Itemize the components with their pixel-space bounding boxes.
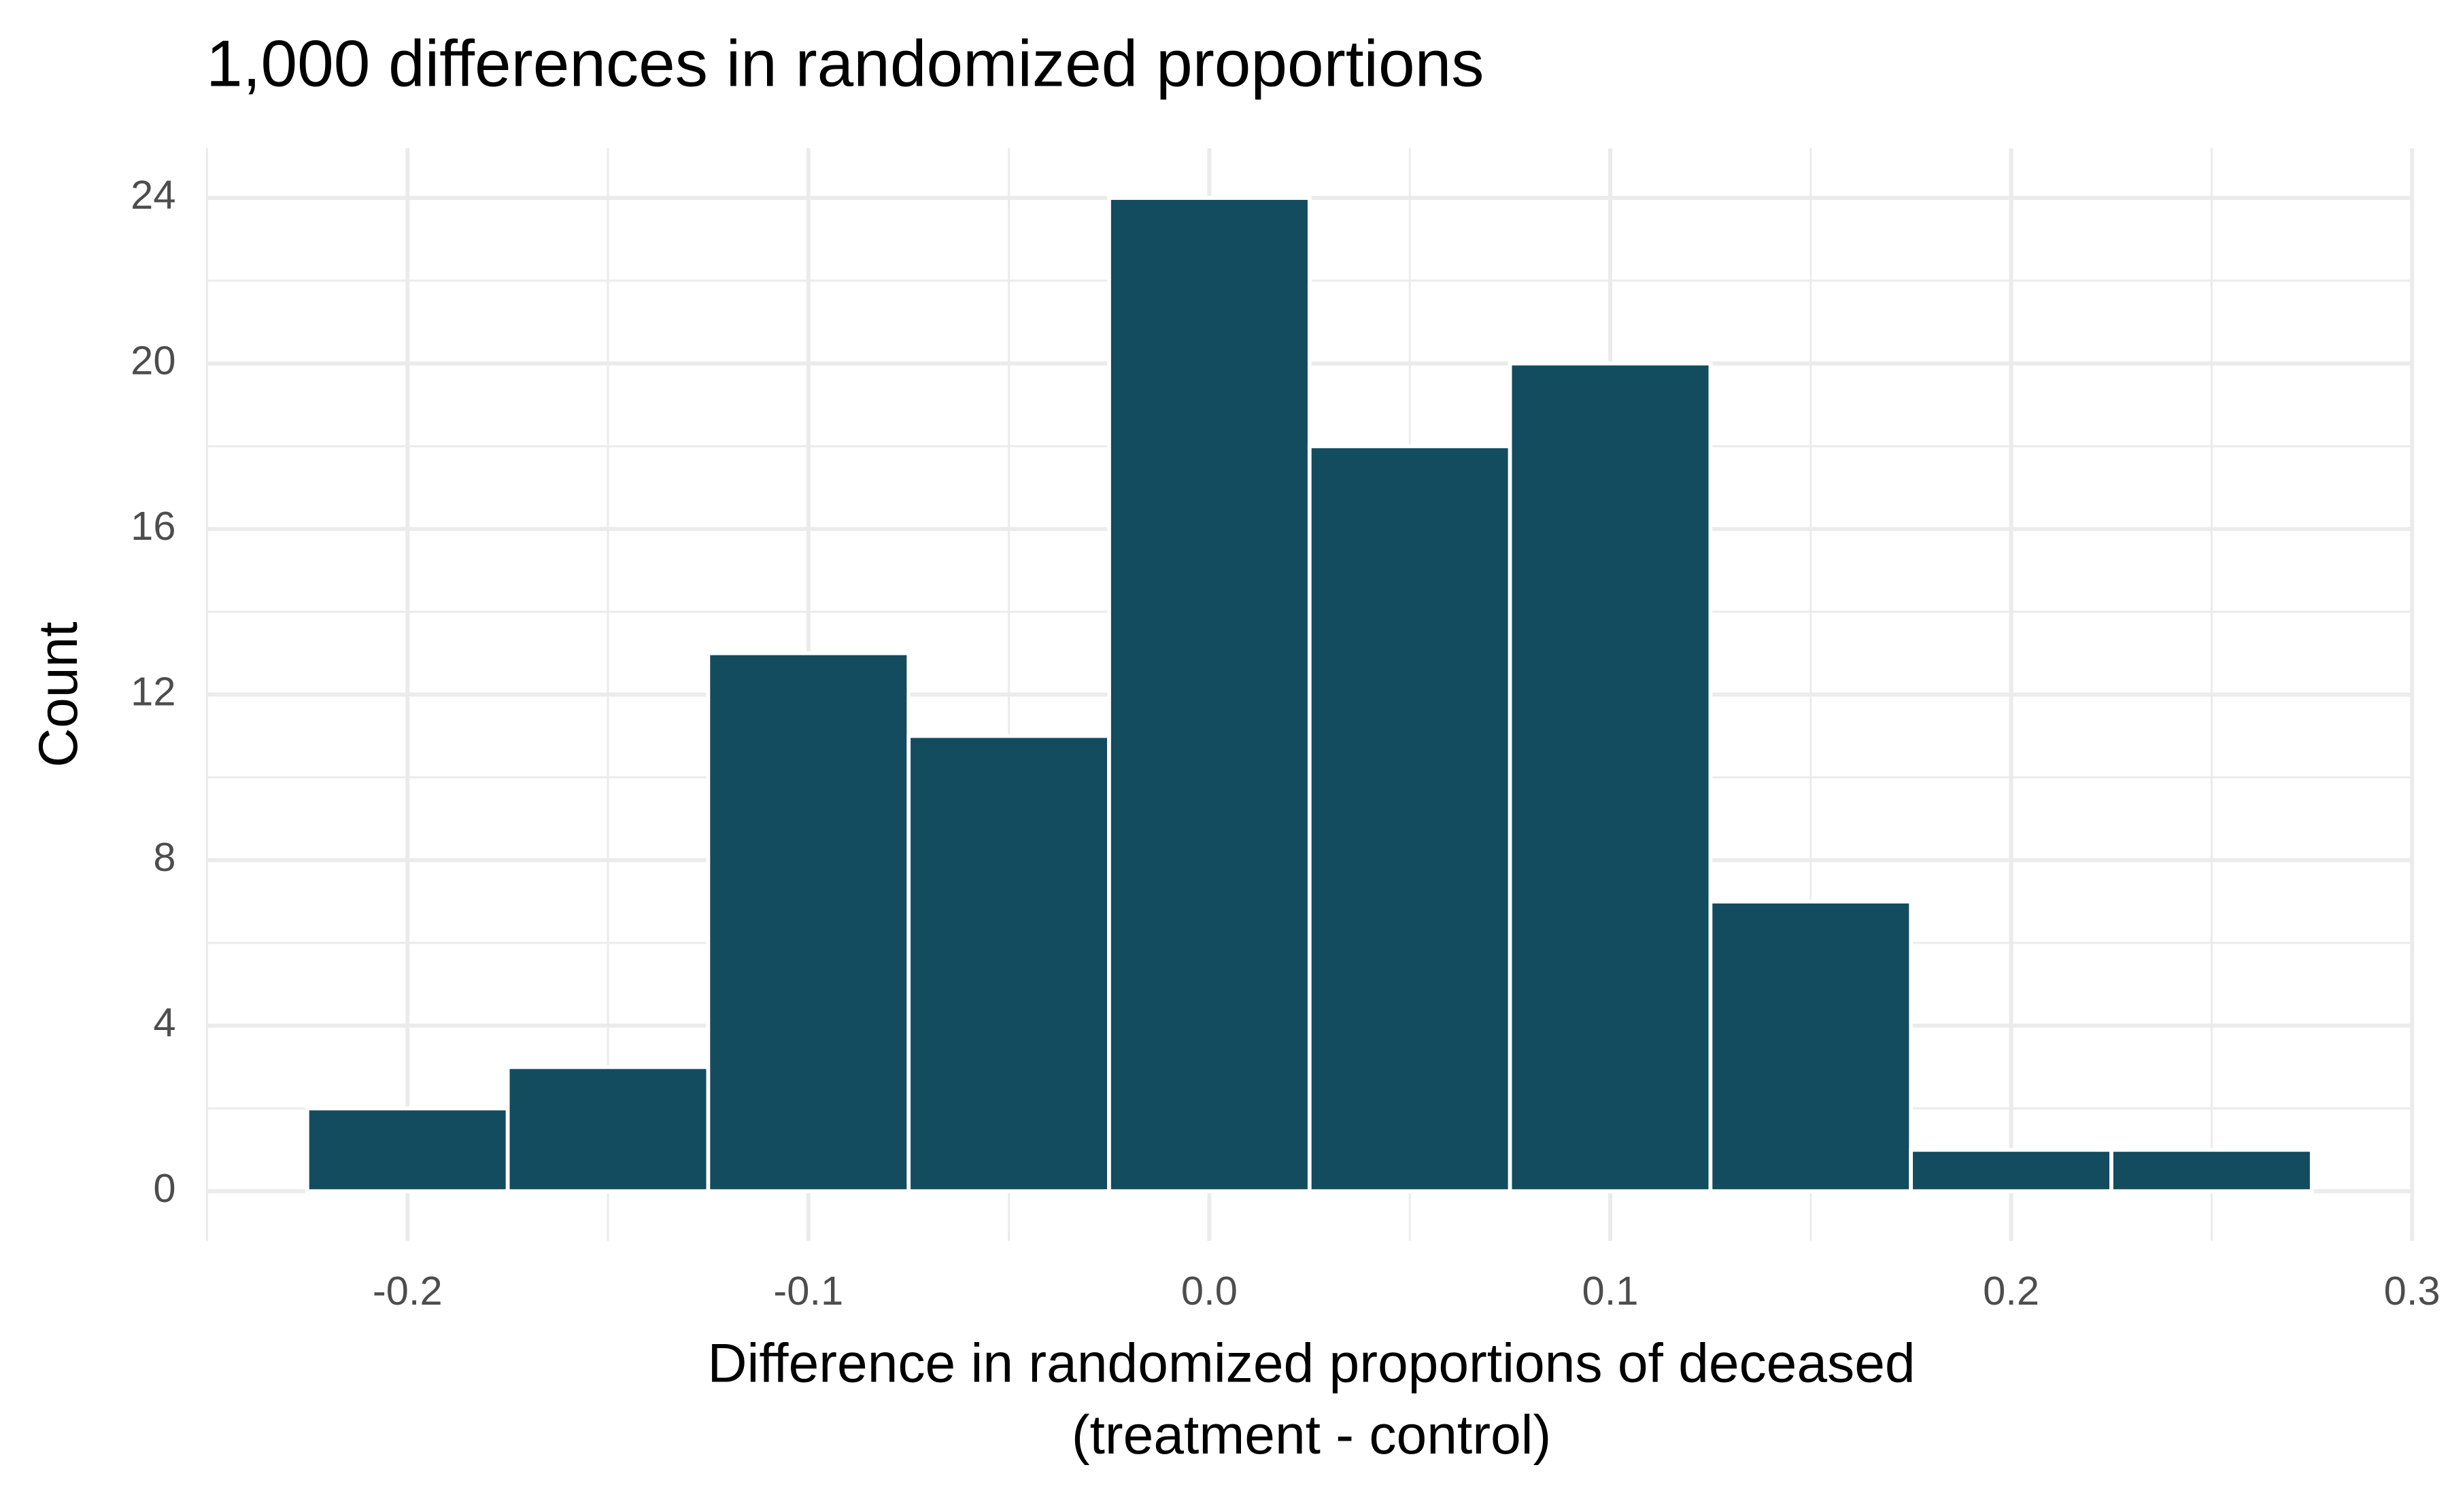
bar — [1708, 899, 1914, 1194]
y-tick-label: 12 — [131, 668, 175, 714]
chart-title: 1,000 differences in randomized proporti… — [206, 27, 1484, 100]
x-tick-label: -0.1 — [773, 1268, 843, 1313]
y-tick-label: 16 — [131, 503, 175, 549]
x-tick-label: 0.0 — [1181, 1268, 1238, 1313]
bar — [906, 734, 1111, 1194]
x-axis-title: (treatment - control) — [1072, 1405, 1551, 1466]
bar — [305, 1106, 510, 1194]
bar — [1909, 1148, 2113, 1194]
y-axis-title: Count — [28, 621, 89, 767]
y-tick-label: 20 — [131, 337, 175, 383]
y-tick-label: 8 — [153, 834, 175, 880]
x-tick-label: 0.1 — [1582, 1268, 1639, 1313]
bar — [706, 651, 911, 1194]
bar — [2109, 1148, 2314, 1194]
y-tick-label: 4 — [153, 999, 175, 1045]
y-tick-label: 24 — [131, 172, 175, 218]
x-tick-label: 0.2 — [1983, 1268, 2039, 1313]
y-tick-label: 0 — [153, 1165, 175, 1211]
x-tick-label: -0.2 — [373, 1268, 443, 1313]
bar — [1508, 361, 1713, 1194]
bar — [1307, 444, 1512, 1194]
bar — [1107, 196, 1312, 1194]
x-tick-label: 0.3 — [2384, 1268, 2441, 1313]
bar — [505, 1065, 711, 1194]
x-axis-title: Difference in randomized proportions of … — [708, 1333, 1916, 1394]
